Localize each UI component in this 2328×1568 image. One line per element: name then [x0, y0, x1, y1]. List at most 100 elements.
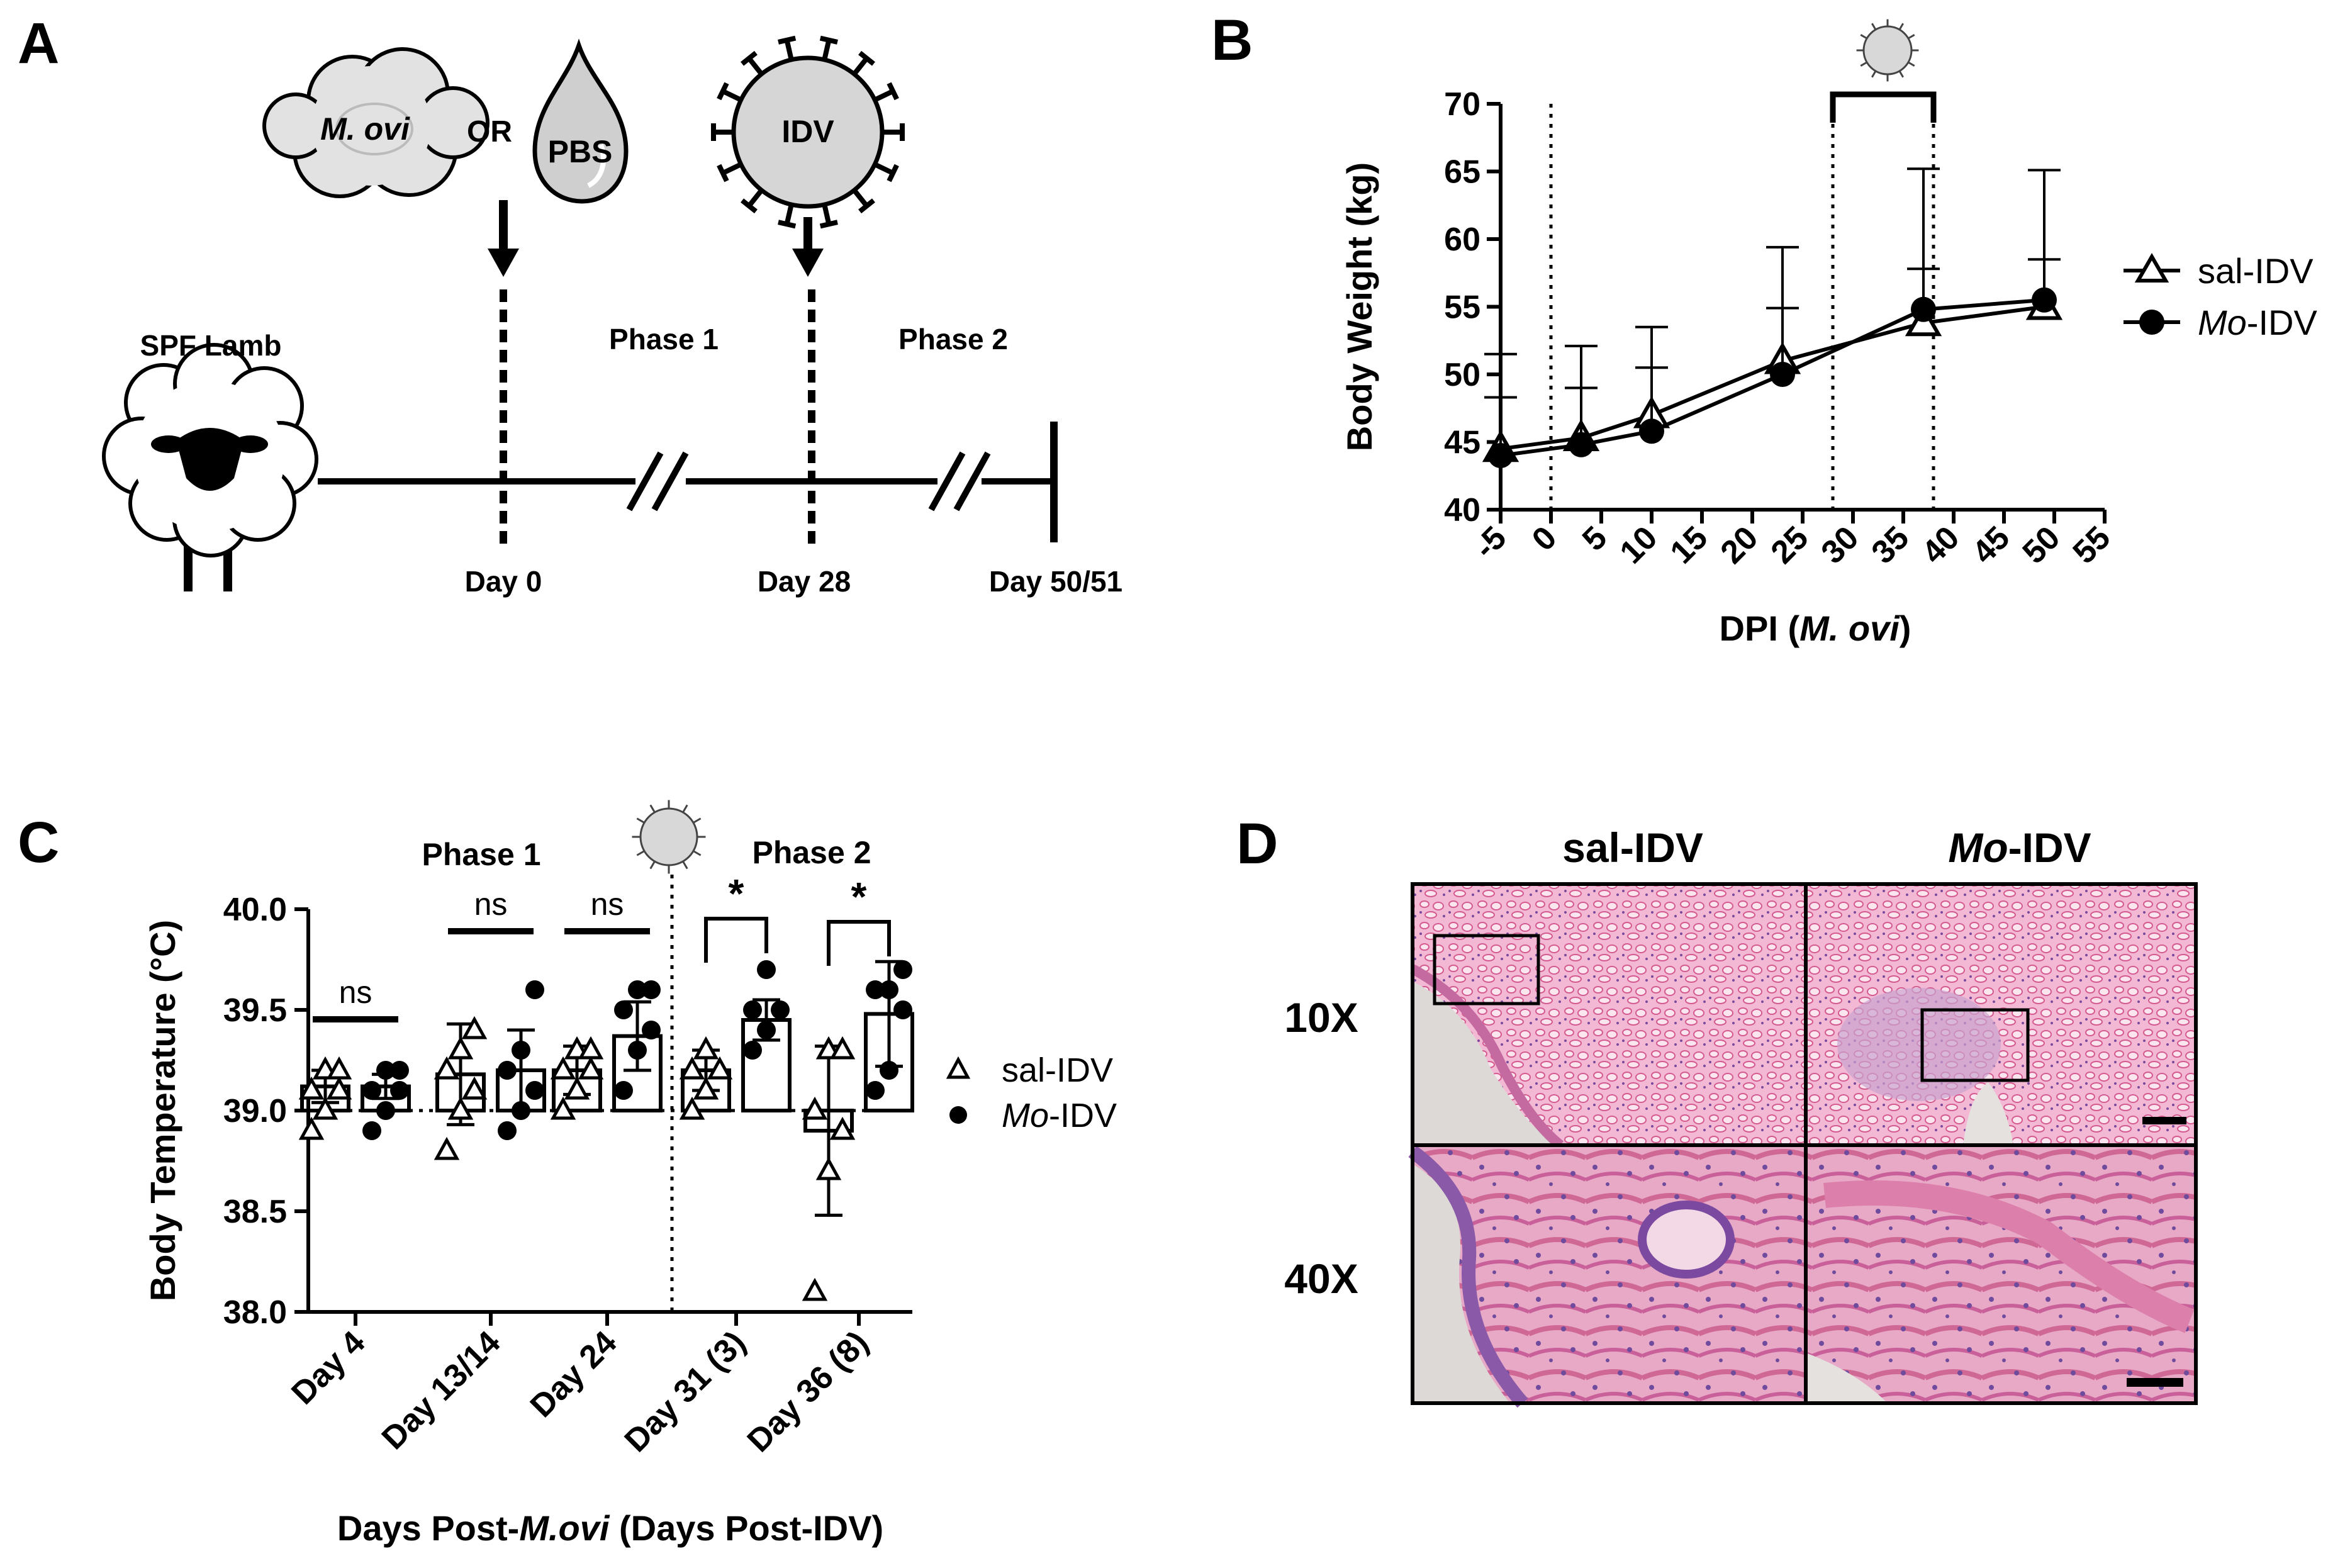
virus-spike: [747, 188, 764, 208]
data-point-mo-idv: [642, 1021, 661, 1039]
arrow-day0-icon: [488, 200, 519, 277]
data-point-mo-idv: [743, 1000, 762, 1019]
x-tick-label-c: Day 31 (3): [618, 1324, 753, 1459]
data-point-sal-idv: [298, 1116, 325, 1140]
data-point-sal-idv: [802, 1096, 828, 1120]
data-point-sal-idv: [550, 1096, 576, 1120]
data-point-mo-idv: [1639, 418, 1664, 444]
y-tick-label-c: 40.0: [223, 892, 287, 928]
significance-label: ns: [339, 975, 372, 1010]
virus-spike: [636, 817, 645, 824]
x-axis-label-c: Days Post-M.ovi (Days Post-IDV): [337, 1508, 883, 1548]
data-point-mo-idv: [1770, 362, 1795, 387]
data-point-mo-idv: [362, 1081, 381, 1100]
row2-label: 40X: [1284, 1255, 1358, 1302]
virus-label: IDV: [781, 114, 834, 149]
data-point-sal-idv: [447, 1036, 474, 1060]
phase2-label: Phase 2: [898, 323, 1008, 356]
y-tick-label-b: 55: [1444, 289, 1480, 326]
x-axis-label-c-prefix: Days Post-: [337, 1508, 519, 1548]
virus-body: [639, 807, 698, 866]
pbs-droplet-icon: [532, 38, 629, 204]
data-point-sal-idv: [434, 1136, 460, 1160]
x-axis-label-c-suffix: (Days Post-IDV): [609, 1508, 883, 1548]
y-tick-label-c: 39.0: [223, 1093, 287, 1129]
data-point-sal-idv: [829, 1036, 856, 1060]
data-point-mo-idv: [376, 1061, 395, 1080]
pbs-label: PBS: [548, 134, 613, 169]
legend-marker-mo: [2139, 310, 2164, 335]
data-point-mo-idv: [642, 980, 661, 999]
data-point-sal-idv: [550, 1056, 576, 1080]
data-point-mo-idv: [743, 1041, 762, 1060]
panel-c-letter: C: [18, 810, 59, 875]
virus-spike: [822, 204, 832, 225]
x-tick-label-b: 10: [1613, 519, 1665, 571]
virus-spike: [747, 57, 764, 76]
virus-spike: [822, 39, 832, 60]
virus-spike-cap: [887, 164, 899, 182]
col2-label-italic: Mo: [1948, 824, 2008, 871]
data-point-sal-idv: [564, 1076, 590, 1100]
virus-spike: [722, 89, 742, 103]
y-tick-label-c: 38.0: [223, 1294, 287, 1331]
virus-small-icon-b: [1856, 19, 1919, 82]
virus-spike: [722, 162, 742, 176]
data-point-mo-idv: [512, 1101, 530, 1120]
virus-spike: [636, 850, 645, 856]
x-tick-label-c: Day 36 (8): [741, 1324, 876, 1459]
inset-box-mo: [1920, 1008, 2030, 1082]
col2-label-rest: -IDV: [2008, 824, 2091, 871]
significance-label: *: [729, 871, 744, 916]
virus-spike: [1898, 70, 1904, 78]
virus-spike-cap: [819, 220, 838, 229]
legend-label-c: Mo-IDV: [1002, 1097, 1117, 1134]
significance-bracket: [704, 917, 768, 963]
phase1-c-label: Phase 1: [422, 837, 540, 872]
panel-b-letter: B: [1211, 8, 1253, 72]
timeline-break-2: [928, 451, 966, 512]
x-tick-label-b: 45: [1966, 519, 2017, 571]
col1-label: sal-IDV: [1562, 824, 1703, 871]
panel-d-letter: D: [1236, 812, 1278, 876]
x-axis-label-c-italic: M.ovi: [519, 1508, 610, 1548]
data-point-mo-idv: [893, 1000, 912, 1019]
legend-marker-mo: [949, 1106, 967, 1124]
chart-c: 38.0 38.5 39.0 39.5 40.0 Day 4 Day 13/14 Day 24…: [143, 871, 1117, 1548]
data-point-sal-idv: [679, 1056, 705, 1080]
y-tick-label-c: 39.5: [223, 992, 287, 1029]
significance-label: ns: [591, 887, 624, 922]
virus-spike: [1860, 61, 1867, 67]
legend-label-italic: Mo: [2198, 303, 2247, 342]
data-point-mo-idv: [1488, 443, 1513, 468]
virus-bracket-b: [1830, 91, 1937, 123]
data-point-sal-idv: [312, 1096, 339, 1120]
data-point-mo-idv: [498, 1061, 517, 1080]
day28-label: Day 28: [758, 565, 851, 598]
data-point-mo-idv: [2032, 287, 2057, 313]
phase1-label: Phase 1: [609, 323, 719, 356]
virus-spike: [649, 861, 656, 870]
or-label: OR: [467, 115, 512, 148]
y-tick-label-b: 60: [1444, 221, 1480, 258]
virus-spike: [1908, 61, 1915, 67]
timeline-break-1: [626, 451, 664, 512]
data-point-sal-idv: [707, 1056, 733, 1080]
significance-label: *: [851, 874, 867, 919]
x-tick-label-b: 35: [1865, 519, 1917, 571]
legend-label-c: sal-IDV: [1002, 1051, 1113, 1089]
legend-label-b: Mo-IDV: [2198, 303, 2317, 342]
legend-label-rest: -IDV: [2247, 303, 2318, 342]
data-point-mo-idv: [771, 1000, 790, 1019]
data-point-mo-idv: [628, 980, 647, 999]
data-point-sal-idv: [693, 1036, 719, 1060]
data-point-sal-idv: [326, 1076, 352, 1100]
virus-spike: [1898, 23, 1904, 30]
panel-a-letter: A: [18, 11, 59, 76]
mycoplasma-cloud-fill: [311, 66, 431, 186]
virus-spike-cap: [858, 50, 875, 66]
histology-40x-sal: [1408, 1145, 1806, 1408]
y-tick-label-c: 38.5: [223, 1194, 287, 1230]
x-tick-label-b: 20: [1714, 519, 1766, 571]
